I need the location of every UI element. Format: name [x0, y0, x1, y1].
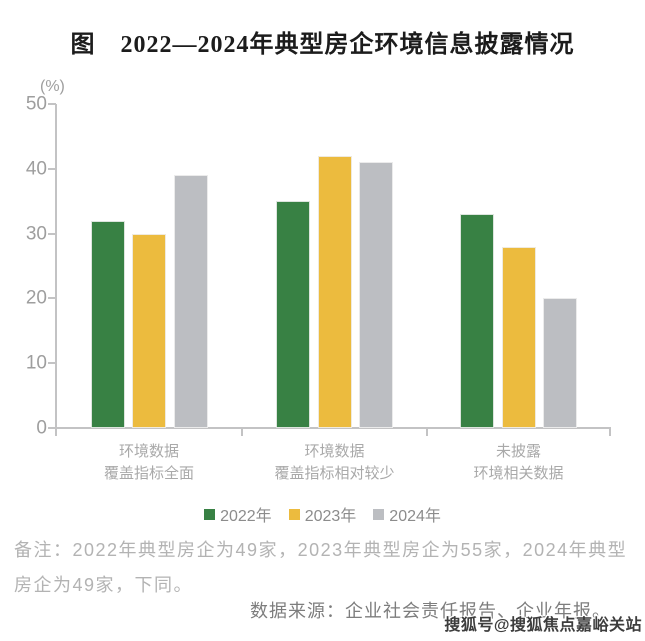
legend-label: 2023年 [304, 508, 357, 525]
data-source-text: 数据来源：企业社会责任报告、企业年报。 [250, 601, 611, 621]
bar-2024年-group2 [359, 162, 393, 428]
y-tick-mark [48, 232, 56, 235]
legend-swatch-icon [373, 508, 385, 520]
y-tick-label: 0 [36, 417, 47, 439]
y-tick-label: 10 [25, 352, 47, 374]
legend-swatch-icon [204, 508, 216, 520]
category-label-1: 环境数据 覆盖指标全面 [103, 443, 194, 482]
x-tick-mark [55, 429, 57, 436]
bar-2022年-group3 [460, 214, 494, 428]
legend: 2022年 2023年 2024年 [0, 502, 645, 526]
y-tick-mark [48, 297, 56, 300]
x-tick-mark [609, 429, 611, 436]
bar-2023年-group2 [317, 155, 352, 428]
category-label-3: 未披露 环境相关数据 [473, 443, 564, 482]
bar-2023年-group3 [501, 246, 536, 428]
legend-item-2022年: 2022年 [204, 502, 272, 526]
x-tick-mark [241, 429, 243, 436]
legend-item-2024年: 2024年 [373, 502, 441, 526]
legend-item-2023年: 2023年 [288, 502, 357, 526]
y-tick-label: 20 [25, 287, 47, 309]
legend-label: 2022年 [220, 508, 272, 525]
bar-2024年-group3 [543, 298, 577, 428]
y-tick-label: 30 [25, 223, 47, 245]
x-tick-mark [426, 429, 428, 436]
bar-2023年-group1 [132, 233, 166, 428]
category-label-2: 环境数据 覆盖指标相对较少 [274, 443, 395, 482]
y-tick-label: 50 [25, 93, 47, 115]
legend-swatch-icon [288, 508, 300, 520]
legend-label: 2024年 [389, 508, 441, 525]
footnote-text: 备注：2022年典型房企为49家，2023年典型房企为55家，2024年典型房企… [14, 540, 628, 595]
y-tick-label: 40 [25, 158, 47, 180]
bar-2022年-group2 [276, 201, 310, 428]
y-tick-mark [48, 362, 56, 365]
y-axis-line [55, 104, 57, 429]
y-tick-mark [48, 103, 56, 105]
chart-title: 图 2022—2024年典型房企环境信息披露情况 [70, 32, 575, 58]
y-tick-mark [48, 427, 56, 429]
x-axis-line [55, 427, 611, 429]
watermark-text: 搜狐号@搜狐焦点嘉峪关站 [444, 617, 642, 634]
bar-2024年-group1 [173, 175, 208, 428]
y-axis-unit-label: (%) [40, 78, 65, 95]
bar-2022年-group1 [90, 220, 125, 428]
y-tick-mark [48, 167, 56, 170]
